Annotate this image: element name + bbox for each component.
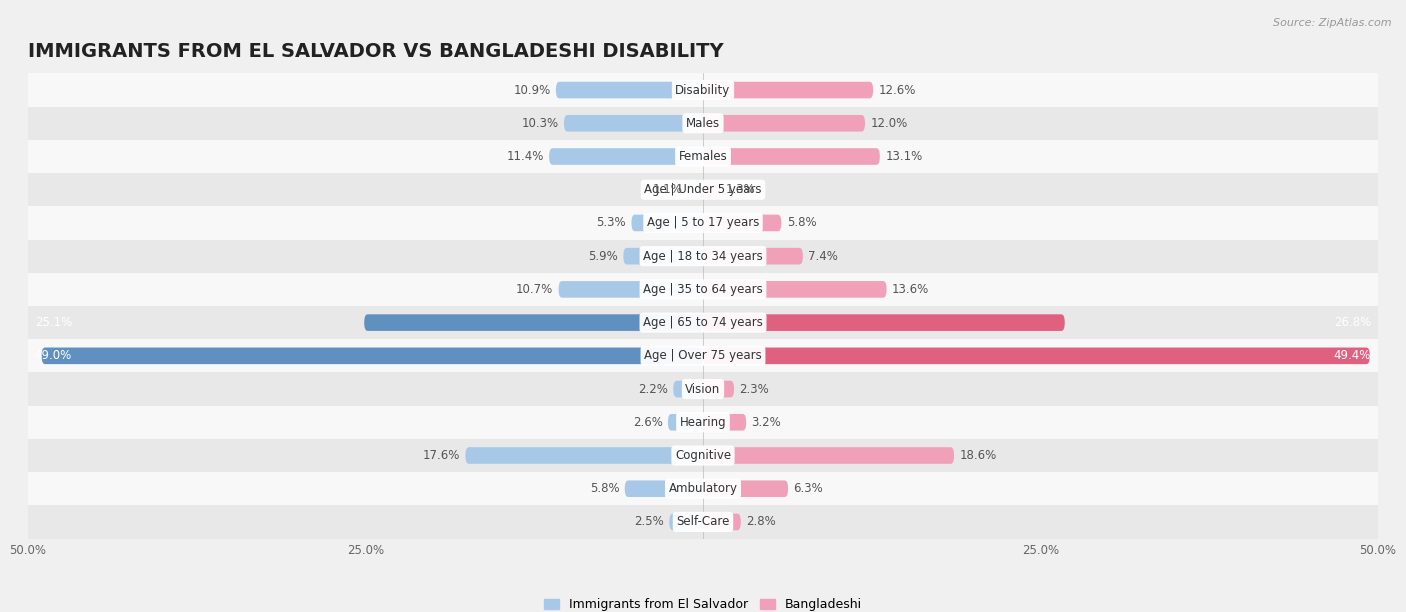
FancyBboxPatch shape	[668, 414, 703, 431]
FancyBboxPatch shape	[28, 339, 1378, 373]
FancyBboxPatch shape	[703, 115, 865, 132]
Text: 2.2%: 2.2%	[638, 382, 668, 395]
FancyBboxPatch shape	[28, 73, 1378, 106]
FancyBboxPatch shape	[703, 381, 734, 397]
Text: 11.4%: 11.4%	[506, 150, 544, 163]
FancyBboxPatch shape	[688, 181, 703, 198]
Text: 2.5%: 2.5%	[634, 515, 664, 528]
FancyBboxPatch shape	[28, 239, 1378, 273]
FancyBboxPatch shape	[669, 513, 703, 530]
Text: 2.6%: 2.6%	[633, 416, 662, 429]
FancyBboxPatch shape	[703, 513, 741, 530]
Text: 26.8%: 26.8%	[1334, 316, 1371, 329]
Text: 2.3%: 2.3%	[740, 382, 769, 395]
FancyBboxPatch shape	[703, 248, 803, 264]
FancyBboxPatch shape	[28, 472, 1378, 506]
Text: 10.3%: 10.3%	[522, 117, 558, 130]
Text: 1.3%: 1.3%	[725, 183, 755, 196]
FancyBboxPatch shape	[364, 315, 703, 331]
FancyBboxPatch shape	[28, 206, 1378, 239]
FancyBboxPatch shape	[28, 373, 1378, 406]
Text: 10.7%: 10.7%	[516, 283, 553, 296]
FancyBboxPatch shape	[28, 273, 1378, 306]
FancyBboxPatch shape	[28, 506, 1378, 539]
Text: 5.9%: 5.9%	[588, 250, 619, 263]
FancyBboxPatch shape	[703, 181, 720, 198]
FancyBboxPatch shape	[703, 414, 747, 431]
FancyBboxPatch shape	[624, 480, 703, 497]
Text: 7.4%: 7.4%	[808, 250, 838, 263]
Text: 6.3%: 6.3%	[793, 482, 823, 495]
Text: Age | 65 to 74 years: Age | 65 to 74 years	[643, 316, 763, 329]
Text: 1.1%: 1.1%	[652, 183, 683, 196]
FancyBboxPatch shape	[564, 115, 703, 132]
FancyBboxPatch shape	[703, 315, 1064, 331]
FancyBboxPatch shape	[703, 215, 782, 231]
FancyBboxPatch shape	[703, 281, 887, 297]
FancyBboxPatch shape	[623, 248, 703, 264]
Text: 10.9%: 10.9%	[513, 84, 551, 97]
Text: Disability: Disability	[675, 84, 731, 97]
Text: Cognitive: Cognitive	[675, 449, 731, 462]
Text: Hearing: Hearing	[679, 416, 727, 429]
FancyBboxPatch shape	[28, 173, 1378, 206]
Text: 49.0%: 49.0%	[35, 349, 72, 362]
FancyBboxPatch shape	[673, 381, 703, 397]
FancyBboxPatch shape	[28, 306, 1378, 339]
FancyBboxPatch shape	[465, 447, 703, 464]
FancyBboxPatch shape	[558, 281, 703, 297]
Text: Source: ZipAtlas.com: Source: ZipAtlas.com	[1274, 18, 1392, 28]
FancyBboxPatch shape	[631, 215, 703, 231]
Text: 2.8%: 2.8%	[747, 515, 776, 528]
FancyBboxPatch shape	[703, 447, 955, 464]
Text: Age | 35 to 64 years: Age | 35 to 64 years	[643, 283, 763, 296]
FancyBboxPatch shape	[703, 148, 880, 165]
Text: 5.8%: 5.8%	[787, 217, 817, 230]
Text: Age | 5 to 17 years: Age | 5 to 17 years	[647, 217, 759, 230]
Text: Vision: Vision	[685, 382, 721, 395]
Text: Age | Over 75 years: Age | Over 75 years	[644, 349, 762, 362]
Text: Self-Care: Self-Care	[676, 515, 730, 528]
Text: Ambulatory: Ambulatory	[668, 482, 738, 495]
Text: 18.6%: 18.6%	[959, 449, 997, 462]
FancyBboxPatch shape	[28, 406, 1378, 439]
Text: 49.4%: 49.4%	[1334, 349, 1371, 362]
FancyBboxPatch shape	[550, 148, 703, 165]
Text: 5.3%: 5.3%	[596, 217, 626, 230]
Text: 13.6%: 13.6%	[891, 283, 929, 296]
Text: 17.6%: 17.6%	[423, 449, 460, 462]
FancyBboxPatch shape	[703, 348, 1369, 364]
Text: Females: Females	[679, 150, 727, 163]
Text: 25.1%: 25.1%	[35, 316, 72, 329]
FancyBboxPatch shape	[703, 480, 787, 497]
Legend: Immigrants from El Salvador, Bangladeshi: Immigrants from El Salvador, Bangladeshi	[538, 593, 868, 612]
Text: 5.8%: 5.8%	[589, 482, 619, 495]
Text: 12.6%: 12.6%	[879, 84, 915, 97]
Text: 12.0%: 12.0%	[870, 117, 908, 130]
FancyBboxPatch shape	[28, 140, 1378, 173]
FancyBboxPatch shape	[28, 439, 1378, 472]
Text: 3.2%: 3.2%	[752, 416, 782, 429]
FancyBboxPatch shape	[555, 82, 703, 99]
FancyBboxPatch shape	[28, 106, 1378, 140]
Text: IMMIGRANTS FROM EL SALVADOR VS BANGLADESHI DISABILITY: IMMIGRANTS FROM EL SALVADOR VS BANGLADES…	[28, 42, 724, 61]
FancyBboxPatch shape	[42, 348, 703, 364]
Text: Age | Under 5 years: Age | Under 5 years	[644, 183, 762, 196]
Text: Males: Males	[686, 117, 720, 130]
Text: Age | 18 to 34 years: Age | 18 to 34 years	[643, 250, 763, 263]
FancyBboxPatch shape	[703, 82, 873, 99]
Text: 13.1%: 13.1%	[886, 150, 922, 163]
